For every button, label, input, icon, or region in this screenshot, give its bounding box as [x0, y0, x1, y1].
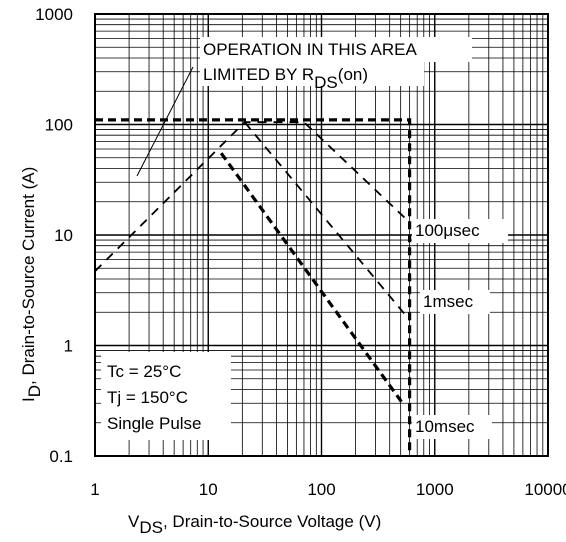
y-tick-label: 100	[45, 116, 73, 135]
label-1msec: 1msec	[423, 292, 474, 311]
label-100usec: 100μsec	[415, 221, 480, 240]
conditions-box-bg	[101, 352, 231, 440]
x-axis-title: VDS, Drain-to-Source Voltage (V)	[128, 512, 381, 537]
rds-leader-line	[136, 66, 194, 177]
x-tick-label: 100	[307, 480, 335, 499]
condition-tj: Tj = 150°C	[107, 388, 188, 407]
label-bg-10msec	[412, 415, 492, 439]
label-10msec: 10msec	[415, 417, 475, 436]
y-tick-label: 1000	[35, 5, 73, 24]
y-tick-label: 10	[54, 226, 73, 245]
series-layer	[94, 118, 412, 456]
y-tick-label: 1	[64, 337, 73, 356]
x-tick-label: 1000	[416, 480, 454, 499]
series-line-1	[94, 121, 411, 272]
condition-pulse: Single Pulse	[107, 414, 202, 433]
rds-annotation-line1: OPERATION IN THIS AREA	[203, 40, 417, 59]
x-tick-label: 10	[199, 480, 218, 499]
rds-annotation-line2: LIMITED BY RDS(on)	[203, 65, 368, 92]
label-bg-100usec	[412, 219, 508, 243]
rds-label-bg-2	[200, 62, 424, 86]
series-line-0	[95, 118, 412, 456]
series-line-2	[244, 121, 411, 321]
condition-tc: Tc = 25°C	[107, 362, 181, 381]
y-tick-label: 0.1	[49, 447, 73, 466]
rds-label-bg-1	[200, 37, 472, 62]
x-tick-label: 1	[90, 480, 99, 499]
plot-border	[94, 13, 549, 457]
y-axis-title: ID, Drain-to-Source Current (A)	[19, 167, 44, 402]
label-bg-1msec	[420, 290, 490, 314]
